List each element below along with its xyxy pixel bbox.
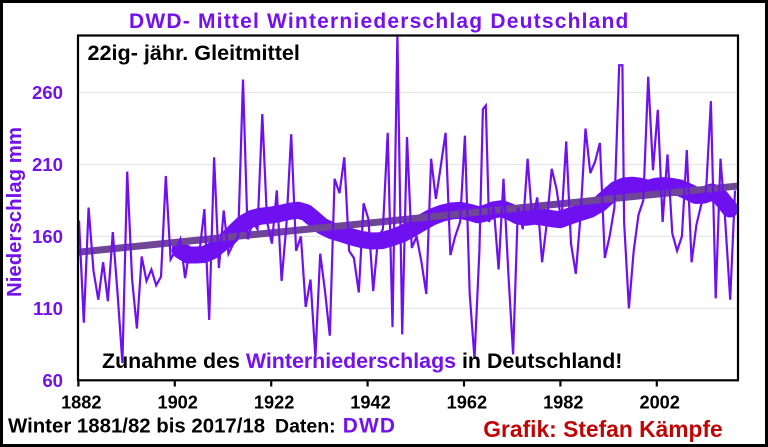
svg-text:DWD- Mittel Winterniederschlag: DWD- Mittel Winterniederschlag Deutschla… [129,10,630,33]
svg-text:Niederschlag mm: Niederschlag mm [4,127,26,297]
svg-text:1982: 1982 [543,393,583,413]
svg-text:260: 260 [32,82,63,103]
svg-text:110: 110 [33,298,63,319]
svg-text:1942: 1942 [350,393,390,413]
svg-text:1962: 1962 [447,393,487,413]
svg-text:60: 60 [42,370,63,391]
svg-text:2002: 2002 [639,393,679,413]
svg-text:1922: 1922 [254,393,294,413]
svg-text:Daten:: Daten: [275,416,336,438]
svg-text:160: 160 [32,226,63,247]
svg-text:Winter 1881/82 bis 2017/18: Winter 1881/82 bis 2017/18 [8,416,265,438]
svg-text:1882: 1882 [61,393,101,413]
svg-text:Grafik: Stefan Kämpfe: Grafik: Stefan Kämpfe [483,416,722,442]
svg-text:Zunahme des Winterniederschlag: Zunahme des Winterniederschlags in Deuts… [102,349,622,373]
svg-text:210: 210 [32,154,63,175]
svg-text:22ig- jähr. Gleitmittel: 22ig- jähr. Gleitmittel [88,40,300,65]
svg-text:DWD: DWD [343,415,397,438]
svg-text:1902: 1902 [157,393,197,413]
